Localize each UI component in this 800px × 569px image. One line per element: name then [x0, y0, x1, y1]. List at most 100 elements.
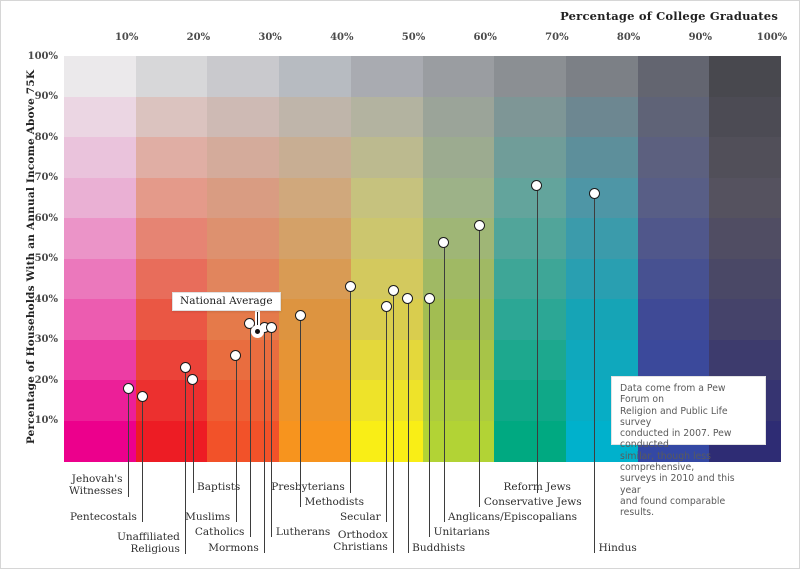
y-tick-label: 20% — [34, 374, 58, 386]
grid-cell — [709, 339, 782, 381]
grid-cell — [350, 137, 423, 179]
grid-cell — [494, 96, 567, 138]
grid-cell — [422, 258, 495, 300]
leader-line-lutherans — [271, 327, 273, 537]
x-axis-title: Percentage of College Graduates — [560, 9, 778, 23]
grid-cell — [279, 177, 352, 219]
group-label-lutherans: Lutherans — [275, 526, 331, 538]
grid-cell — [135, 137, 208, 179]
data-point-pentecostals[interactable] — [136, 390, 148, 402]
group-label-jehovah-s-witnesses: Jehovah's Witnesses — [68, 473, 123, 497]
leader-line-orthodox-christians — [393, 291, 395, 553]
data-point-conservative-jews[interactable] — [473, 220, 485, 232]
group-label-muslims: Muslims — [185, 511, 231, 523]
x-tick-label: 10% — [114, 32, 139, 43]
leader-line-methodists — [300, 315, 302, 507]
grid-cell — [637, 56, 710, 98]
grid-cell — [494, 339, 567, 381]
group-label-conservative-jews: Conservative Jews — [483, 496, 582, 508]
grid-cell — [565, 96, 639, 138]
y-tick-label: 40% — [34, 293, 58, 305]
data-point-jehovah-s-witnesses[interactable] — [122, 382, 134, 394]
group-label-orthodox-christians: Orthodox Christians — [333, 529, 388, 553]
data-point-anglicans-episcopalians[interactable] — [438, 236, 449, 248]
grid-cell — [422, 56, 495, 98]
source-note-text: Data come from a Pew Forum on Religion a… — [620, 383, 735, 519]
grid-cell — [565, 339, 639, 381]
grid-cell — [709, 96, 782, 138]
data-point-methodists[interactable] — [294, 309, 306, 321]
grid-cell — [207, 96, 280, 138]
leader-line-pentecostals — [142, 396, 144, 522]
group-label-secular: Secular — [339, 511, 381, 523]
data-point-orthodox-christians[interactable] — [387, 285, 399, 297]
grid-cell — [207, 137, 280, 179]
grid-cell — [350, 96, 423, 138]
data-point-reform-jews[interactable] — [531, 179, 543, 191]
grid-cell — [350, 218, 423, 260]
leader-line-anglicans-episcopalians — [443, 242, 445, 522]
grid-cell — [494, 258, 567, 300]
leader-line-presbyterians — [350, 287, 352, 493]
x-tick-label: 60% — [473, 32, 497, 43]
grid-cell — [64, 177, 137, 219]
group-label-anglicans-episcopalians: Anglicans/Episcopalians — [448, 511, 578, 523]
grid-cell — [350, 177, 423, 219]
group-label-mormons: Mormons — [208, 542, 259, 554]
data-point-muslims[interactable] — [230, 350, 242, 362]
grid-cell — [279, 137, 352, 179]
grid-cell — [422, 339, 495, 381]
data-point-hindus[interactable] — [588, 187, 600, 199]
data-point-lutherans[interactable] — [265, 321, 277, 333]
y-tick-label: 50% — [34, 253, 58, 265]
leader-line-hindus — [594, 193, 596, 553]
x-tick-label: 90% — [688, 32, 713, 43]
grid-cell — [135, 218, 208, 260]
data-point-unitarians[interactable] — [423, 293, 435, 305]
x-tick-label: 80% — [616, 32, 641, 43]
grid-cell — [494, 56, 567, 98]
data-point-secular[interactable] — [380, 301, 392, 313]
y-tick-label: 30% — [34, 334, 58, 346]
grid-cell — [494, 420, 567, 462]
grid-cell — [135, 420, 208, 462]
grid-cell — [135, 380, 208, 422]
grid-cell — [422, 177, 495, 219]
data-point-catholics[interactable] — [244, 317, 256, 329]
group-label-reform-jews: Reform Jews — [503, 481, 571, 493]
data-point-buddhists[interactable] — [402, 293, 414, 305]
grid-cell — [64, 218, 137, 260]
grid-cell — [279, 420, 352, 462]
grid-cell — [637, 258, 710, 300]
grid-cell — [350, 258, 423, 300]
grid-cell — [637, 137, 710, 179]
grid-cell — [279, 258, 352, 300]
group-label-catholics: Catholics — [194, 526, 245, 538]
leader-line-unitarians — [429, 299, 431, 537]
grid-cell — [709, 56, 782, 98]
y-tick-label: 90% — [34, 91, 58, 103]
data-point-presbyterians[interactable] — [344, 281, 356, 293]
data-point-baptists[interactable] — [187, 374, 199, 386]
grid-cell — [279, 56, 352, 98]
leader-line-muslims — [235, 356, 237, 522]
y-tick-label: 70% — [34, 172, 58, 184]
source-note-box: Data come from a Pew Forum on Religion a… — [611, 376, 766, 518]
leader-line-buddhists — [407, 299, 409, 553]
data-point-unaffiliated-religious[interactable] — [179, 362, 191, 374]
national-average-dot[interactable] — [255, 329, 261, 335]
grid-cell — [637, 299, 710, 341]
leader-line-mormons — [264, 327, 266, 553]
grid-cell — [135, 56, 208, 98]
grid-cell — [207, 218, 280, 260]
grid-cell — [207, 56, 280, 98]
grid-cell — [207, 380, 280, 422]
leader-line-jehovah-s-witnesses — [128, 388, 130, 497]
group-label-methodists: Methodists — [304, 496, 364, 508]
group-label-unitarians: Unitarians — [433, 526, 490, 538]
